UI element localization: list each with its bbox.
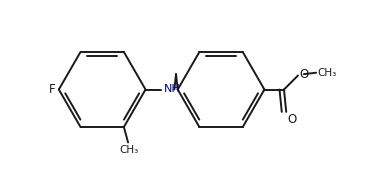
- Text: O: O: [299, 68, 309, 81]
- Text: CH₃: CH₃: [120, 145, 139, 155]
- Text: O: O: [287, 113, 297, 126]
- Text: F: F: [49, 83, 55, 96]
- Text: CH₃: CH₃: [318, 68, 337, 78]
- Text: NH: NH: [164, 84, 180, 95]
